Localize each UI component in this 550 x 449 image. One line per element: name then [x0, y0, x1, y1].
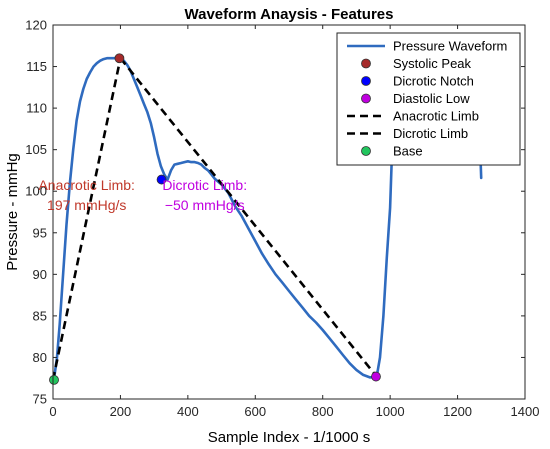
x-tick-label: 600 [244, 404, 266, 419]
point-dicrotic-notch [156, 174, 167, 185]
legend-label: Anacrotic Limb [393, 109, 479, 124]
legend-item-systolic-peak: Systolic Peak [361, 56, 472, 71]
annotation-label: Anacrotic Limb: [38, 177, 134, 193]
legend-item-dicrotic-limb: Dicrotic Limb [347, 126, 468, 141]
y-tick-label: 75 [33, 392, 47, 407]
legend-label: Pressure Waveform [393, 39, 507, 54]
dicrotic-limb-line [119, 57, 378, 378]
point-diastolic-low [371, 371, 381, 382]
y-tick-label: 115 [26, 59, 47, 74]
x-tick-label: 1200 [443, 404, 472, 419]
legend: Pressure Waveform Systolic Peak Dicrotic N… [336, 32, 521, 166]
y-tick-label: 110 [26, 101, 47, 116]
y-tick-label: 105 [25, 142, 47, 157]
legend-item-anacrotic-limb: Anacrotic Limb [347, 109, 479, 124]
anacrotic-limb-line [51, 57, 122, 381]
point-base [49, 374, 59, 385]
legend-label: Dicrotic Limb [393, 126, 468, 141]
legend-item-base: Base [361, 144, 423, 159]
y-tick-label: 95 [33, 225, 47, 240]
x-tick-label: 1400 [511, 404, 540, 419]
y-tick-label: 90 [33, 267, 47, 282]
annotations: Anacrotic Limb: 197 mmHg/s Dicrotic Limb: −… [38, 177, 247, 213]
y-axis-label: Pressure - mmHg [4, 153, 21, 271]
legend-label: Dicrotic Notch [393, 74, 474, 89]
legend-label: Diastolic Low [393, 91, 470, 106]
y-tick-label: 100 [25, 184, 47, 199]
y-tick-label: 85 [33, 308, 47, 323]
legend-swatch [361, 58, 371, 69]
x-tick-label: 800 [312, 404, 334, 419]
y-tick-label: 80 [33, 350, 47, 365]
chart-title: Waveform Anaysis - Features [185, 6, 394, 23]
axes-box [52, 24, 526, 400]
legend-item-pressure-waveform: Pressure Waveform [347, 39, 507, 54]
x-tick-label: 0 [49, 404, 56, 419]
x-axis-label: Sample Index - 1/1000 s [208, 429, 371, 446]
legend-item-diastolic-low: Diastolic Low [361, 91, 470, 106]
legend-label: Base [393, 144, 423, 159]
legend-swatch [361, 76, 371, 86]
x-tick-label: 200 [110, 404, 132, 419]
annotation-label: −50 mmHg/s [165, 197, 245, 213]
legend-label: Systolic Peak [393, 56, 472, 71]
legend-swatch [361, 146, 371, 156]
x-tick-label: 400 [177, 404, 199, 419]
annotation-label: 197 mmHg/s [47, 197, 126, 213]
legend-swatch [361, 93, 371, 104]
y-tick-label: 120 [25, 18, 47, 33]
annotation-label: Dicrotic Limb: [162, 177, 247, 193]
point-systolic-peak [114, 53, 125, 64]
x-tick-label: 1000 [376, 404, 405, 419]
legend-item-dicrotic-notch: Dicrotic Notch [361, 74, 474, 89]
